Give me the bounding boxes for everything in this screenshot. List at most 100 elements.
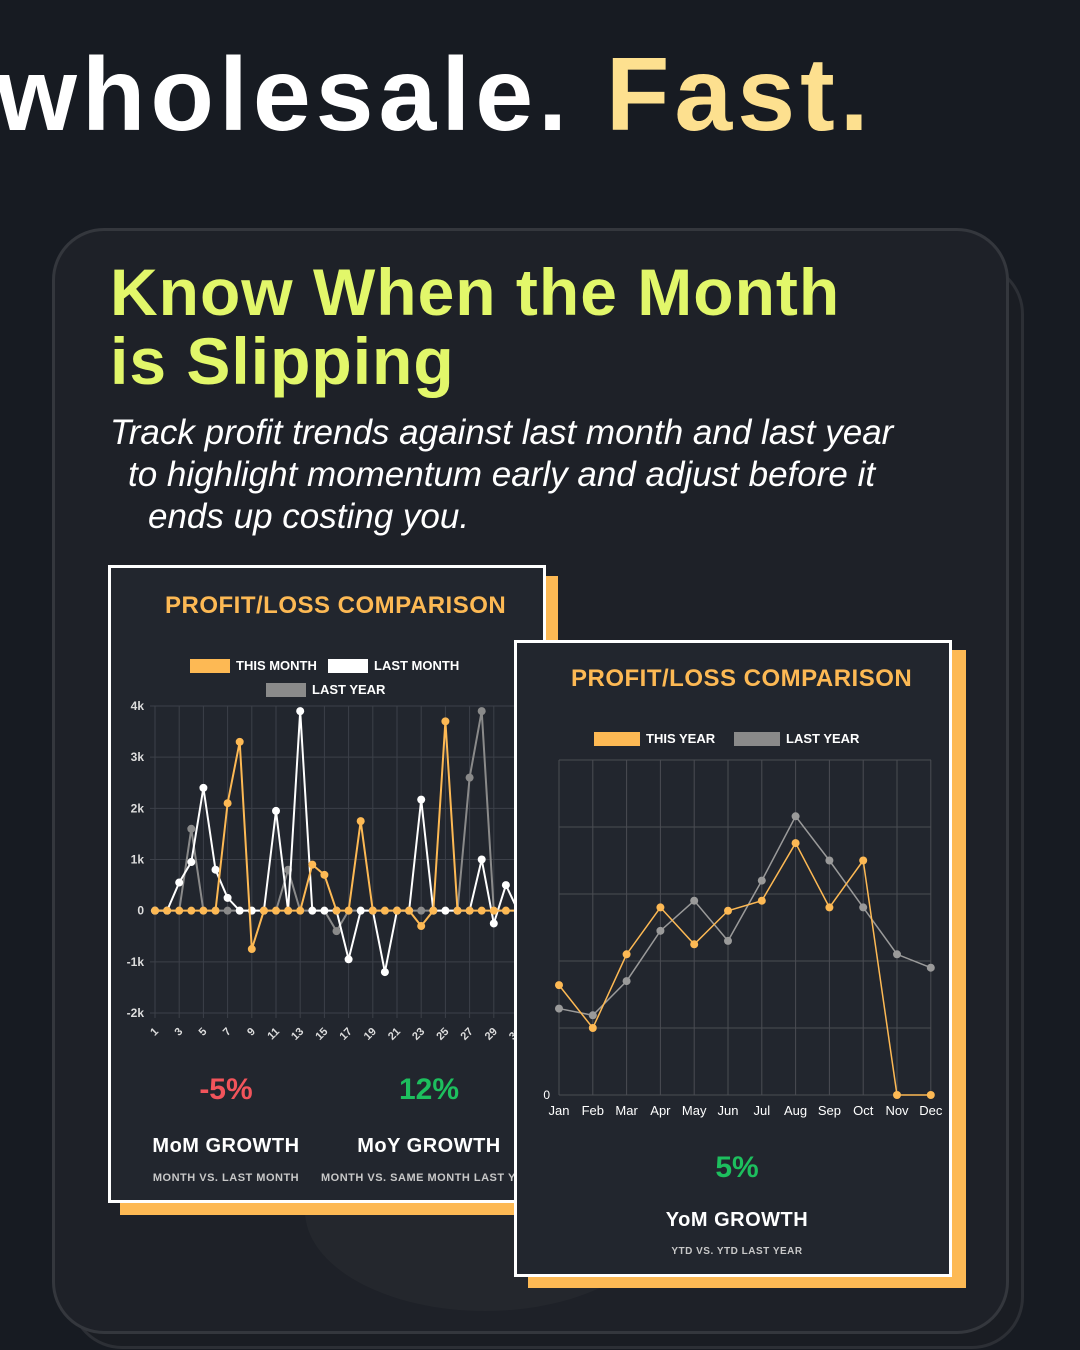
data-point (757, 876, 766, 885)
x-tick-label: 29 (483, 1026, 500, 1043)
data-point (368, 906, 377, 915)
data-point (187, 906, 196, 915)
data-point (622, 950, 631, 959)
mom-growth-label: MoM GROWTH (152, 1135, 300, 1157)
data-point (380, 906, 389, 915)
x-tick-label: 9 (245, 1026, 258, 1039)
data-point (926, 963, 935, 972)
data-point (622, 977, 631, 986)
data-point (187, 858, 196, 867)
x-tick-label: Feb (582, 1103, 604, 1118)
data-point (555, 981, 563, 990)
data-point (405, 906, 414, 915)
data-point (235, 737, 244, 746)
x-tick-label: Mar (615, 1103, 638, 1118)
section-heading: Know When the Month is Slipping (110, 258, 840, 396)
x-tick-label: 15 (313, 1026, 330, 1043)
data-point (151, 906, 159, 915)
data-point (501, 906, 510, 915)
legend-swatch (190, 658, 230, 673)
data-point (429, 906, 438, 915)
data-point (284, 906, 293, 915)
x-tick-label: Jul (753, 1103, 770, 1118)
x-tick-label: Sep (818, 1103, 841, 1118)
series-line-last-year (558, 814, 932, 1017)
data-point (465, 906, 474, 915)
data-point (489, 919, 498, 928)
data-point (344, 955, 353, 964)
legend-this-month[interactable]: THIS MONTH (190, 658, 317, 673)
x-tick-label: 25 (434, 1026, 451, 1043)
legend-label: LAST YEAR (786, 731, 860, 746)
data-point (791, 812, 800, 821)
mom-growth-caption: MONTH VS. LAST MONTH (152, 1172, 300, 1184)
hero-accent: Fast. (605, 37, 874, 153)
data-point (211, 906, 220, 915)
data-point (296, 906, 305, 915)
y-tick-label: 3k (131, 750, 145, 764)
data-point (199, 906, 208, 915)
y-tick-label: 4k (131, 699, 145, 713)
x-tick-label: May (682, 1103, 707, 1118)
legend-last-month[interactable]: LAST MONTH (328, 658, 459, 673)
heading-line: Know When the Month (110, 255, 841, 329)
data-point (175, 906, 184, 915)
data-point (175, 878, 184, 887)
data-point (441, 717, 450, 726)
hero-text: wholesale. (0, 37, 572, 153)
data-point (235, 906, 244, 915)
x-tick-label: Aug (784, 1103, 807, 1118)
legend-label: THIS YEAR (646, 731, 716, 746)
legend-swatch (734, 731, 780, 746)
legend-last-year[interactable]: LAST YEAR (266, 682, 385, 697)
chart-title: PROFIT/LOSS COMPARISON (571, 665, 913, 692)
moy-growth-value: 12% (398, 1073, 460, 1106)
legend-last-year[interactable]: LAST YEAR (734, 731, 859, 746)
y-tick-label: 1k (131, 853, 145, 867)
x-tick-label: Apr (650, 1103, 671, 1118)
y-tick-label: -2k (127, 1006, 145, 1020)
legend-this-year[interactable]: THIS YEAR (594, 731, 715, 746)
data-point (247, 945, 256, 954)
y-tick-label: -1k (127, 955, 145, 969)
y-tick-label: 0 (137, 904, 144, 918)
x-tick-label: 3 (173, 1026, 186, 1039)
yom-growth-label: YoM GROWTH (665, 1209, 809, 1231)
data-point (588, 1024, 597, 1032)
data-point (187, 824, 196, 833)
data-point (163, 906, 172, 915)
yearly-chart-card: PROFIT/LOSS COMPARISON THIS YEAR LAST YE… (514, 640, 952, 1277)
data-point (926, 1091, 935, 1099)
data-point (825, 856, 834, 865)
data-point (477, 906, 486, 915)
data-point (259, 906, 268, 915)
data-point (223, 799, 232, 808)
x-tick-label: 5 (197, 1026, 210, 1039)
series-line-last-year (155, 710, 518, 934)
x-tick-label: 13 (289, 1026, 306, 1043)
data-point (555, 1004, 563, 1013)
data-point (296, 707, 305, 716)
data-point (320, 870, 329, 879)
x-tick-label: 21 (386, 1026, 403, 1043)
data-point (356, 906, 365, 915)
data-point (320, 906, 329, 915)
data-point (223, 893, 232, 902)
yom-growth-caption: YTD VS. YTD LAST YEAR (671, 1246, 803, 1257)
series-line-this-year (558, 841, 931, 1096)
data-point (417, 795, 426, 804)
legend-swatch (594, 731, 640, 746)
legend-swatch (328, 658, 368, 673)
legend-label: LAST MONTH (374, 658, 460, 673)
x-tick-label: Jun (718, 1103, 739, 1118)
data-point (791, 839, 800, 848)
hero-title: wholesale. Fast. (0, 38, 874, 152)
data-point (272, 806, 280, 815)
moy-growth-caption: MONTH VS. SAME MONTH LAST YEAR (321, 1172, 541, 1184)
data-point (344, 906, 353, 915)
data-point (690, 940, 699, 949)
data-point (308, 906, 317, 915)
data-point (825, 903, 834, 912)
